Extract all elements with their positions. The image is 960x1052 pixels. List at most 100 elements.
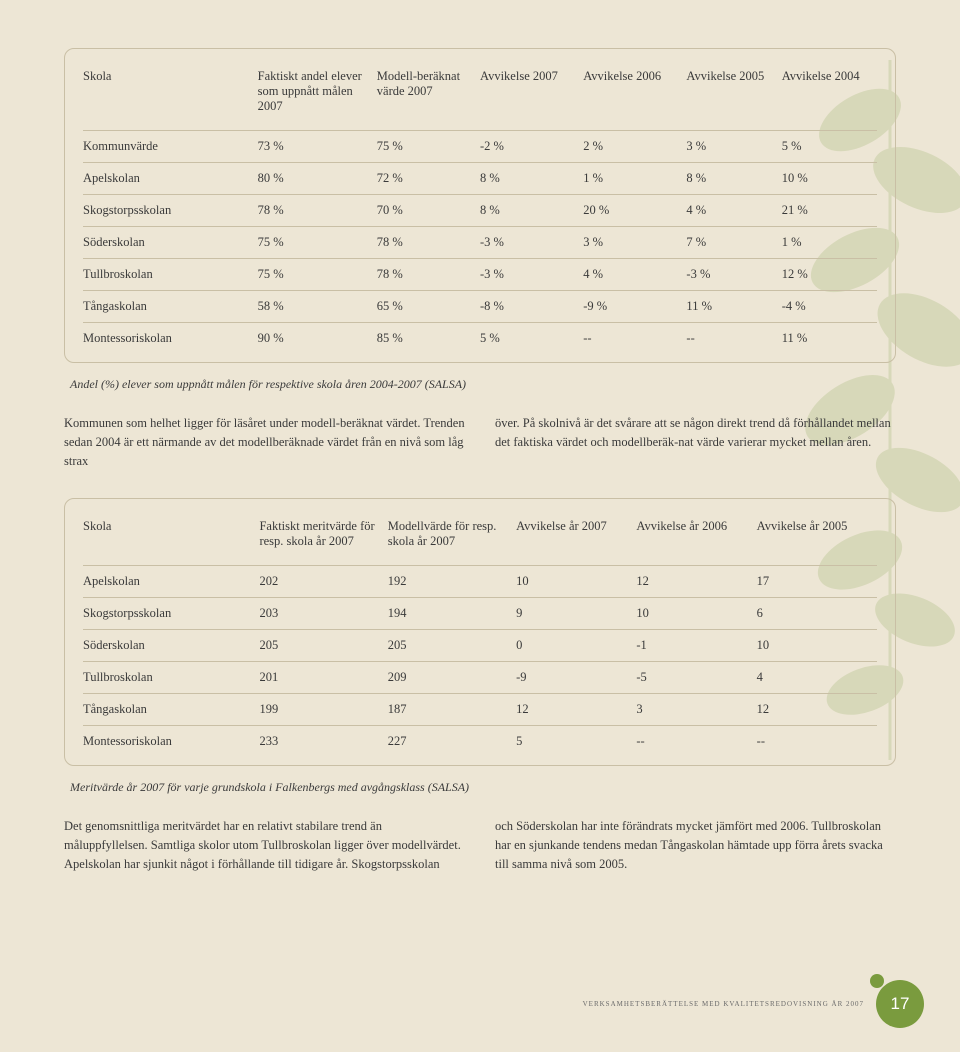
table-cell: 2 % — [583, 131, 686, 163]
table-cell: -3 % — [480, 227, 583, 259]
table-cell: 85 % — [377, 323, 480, 355]
table-row: Apelskolan80 %72 %8 %1 %8 %10 % — [83, 163, 877, 195]
t1-h6: Avvikelse 2004 — [782, 63, 877, 131]
table-cell: 5 — [516, 726, 636, 758]
t2-h1: Faktiskt meritvärde för resp. skola år 2… — [259, 513, 387, 566]
table-cell: Tångaskolan — [83, 291, 258, 323]
table-cell: 192 — [388, 566, 516, 598]
table-cell: 11 % — [686, 291, 781, 323]
table-cell: 9 — [516, 598, 636, 630]
table-cell: 187 — [388, 694, 516, 726]
table2-caption: Meritvärde år 2007 för varje grundskola … — [70, 780, 896, 795]
table-row: Tångaskolan19918712312 — [83, 694, 877, 726]
table-cell: 75 % — [377, 131, 480, 163]
table-cell: Tullbroskolan — [83, 662, 259, 694]
table-cell: -- — [757, 726, 877, 758]
table-cell: 203 — [259, 598, 387, 630]
table-cell: 3 % — [686, 131, 781, 163]
table-cell: -5 — [636, 662, 756, 694]
table-cell: 75 % — [258, 227, 377, 259]
table2: Skola Faktiskt meritvärde för resp. skol… — [83, 513, 877, 757]
table-cell: 78 % — [258, 195, 377, 227]
table-cell: 233 — [259, 726, 387, 758]
table-cell: 17 — [757, 566, 877, 598]
t1-h2: Modell-beräknat värde 2007 — [377, 63, 480, 131]
table2-container: Skola Faktiskt meritvärde för resp. skol… — [64, 498, 896, 766]
table-cell: Söderskolan — [83, 227, 258, 259]
table-row: Montessoriskolan2332275---- — [83, 726, 877, 758]
table-cell: Montessoriskolan — [83, 726, 259, 758]
table-cell: 4 % — [583, 259, 686, 291]
table-cell: 8 % — [480, 163, 583, 195]
table-cell: 205 — [388, 630, 516, 662]
table-cell: 4 % — [686, 195, 781, 227]
table-cell: -- — [686, 323, 781, 355]
paragraph2: Det genomsnittliga meritvärdet har en re… — [64, 817, 896, 873]
table-cell: 0 — [516, 630, 636, 662]
table-cell: 65 % — [377, 291, 480, 323]
table-cell: -4 % — [782, 291, 877, 323]
table-cell: Skogstorpsskolan — [83, 195, 258, 227]
table-cell: 21 % — [782, 195, 877, 227]
t2-h0: Skola — [83, 513, 259, 566]
table1-caption: Andel (%) elever som uppnått målen för r… — [70, 377, 896, 392]
t1-h5: Avvikelse 2005 — [686, 63, 781, 131]
table-cell: 201 — [259, 662, 387, 694]
table-cell: -1 — [636, 630, 756, 662]
t2-h3: Avvikelse år 2007 — [516, 513, 636, 566]
table-cell: 202 — [259, 566, 387, 598]
table-cell: Apelskolan — [83, 566, 259, 598]
table-cell: 10 — [636, 598, 756, 630]
table-cell: 8 % — [480, 195, 583, 227]
table-cell: 3 — [636, 694, 756, 726]
table-cell: 12 % — [782, 259, 877, 291]
table-cell: 73 % — [258, 131, 377, 163]
table-cell: 1 % — [583, 163, 686, 195]
table-cell: -- — [636, 726, 756, 758]
t1-h4: Avvikelse 2006 — [583, 63, 686, 131]
table-cell: 6 — [757, 598, 877, 630]
table-cell: 199 — [259, 694, 387, 726]
t2-h4: Avvikelse år 2006 — [636, 513, 756, 566]
t1-h3: Avvikelse 2007 — [480, 63, 583, 131]
table-cell: 8 % — [686, 163, 781, 195]
table-cell: 194 — [388, 598, 516, 630]
table-cell: 209 — [388, 662, 516, 694]
paragraph1: Kommunen som helhet ligger för läsåret u… — [64, 414, 896, 470]
table-cell: 5 % — [480, 323, 583, 355]
table-row: Skogstorpsskolan2031949106 — [83, 598, 877, 630]
table-cell: 75 % — [258, 259, 377, 291]
para1-left: Kommunen som helhet ligger för läsåret u… — [64, 414, 465, 470]
table-cell: 70 % — [377, 195, 480, 227]
table-cell: 4 — [757, 662, 877, 694]
table-cell: 12 — [516, 694, 636, 726]
table-cell: Skogstorpsskolan — [83, 598, 259, 630]
table-row: Kommunvärde73 %75 %-2 %2 %3 %5 % — [83, 131, 877, 163]
table-cell: 1 % — [782, 227, 877, 259]
footer-text: VERKSAMHETSBERÄTTELSE MED KVALITETSREDOV… — [583, 1000, 864, 1008]
table-cell: 10 — [516, 566, 636, 598]
table-cell: 12 — [636, 566, 756, 598]
table-cell: -2 % — [480, 131, 583, 163]
table-cell: -3 % — [480, 259, 583, 291]
table-cell: 227 — [388, 726, 516, 758]
table1: Skola Faktiskt andel elever som uppnått … — [83, 63, 877, 354]
table-cell: 3 % — [583, 227, 686, 259]
table1-container: Skola Faktiskt andel elever som uppnått … — [64, 48, 896, 363]
table-cell: 12 — [757, 694, 877, 726]
para2-right: och Söderskolan har inte förändrats myck… — [495, 817, 896, 873]
t2-h2: Modellvärde för resp. skola år 2007 — [388, 513, 516, 566]
table-cell: -- — [583, 323, 686, 355]
t1-h0: Skola — [83, 63, 258, 131]
table-cell: 90 % — [258, 323, 377, 355]
t1-h1: Faktiskt andel elever som uppnått målen … — [258, 63, 377, 131]
table-cell: 7 % — [686, 227, 781, 259]
table-row: Montessoriskolan90 %85 %5 %----11 % — [83, 323, 877, 355]
table-cell: 11 % — [782, 323, 877, 355]
table-cell: Tullbroskolan — [83, 259, 258, 291]
page-number-badge: 17 — [876, 980, 924, 1028]
table-cell: -8 % — [480, 291, 583, 323]
table-row: Apelskolan202192101217 — [83, 566, 877, 598]
table-cell: 78 % — [377, 259, 480, 291]
table-cell: 205 — [259, 630, 387, 662]
